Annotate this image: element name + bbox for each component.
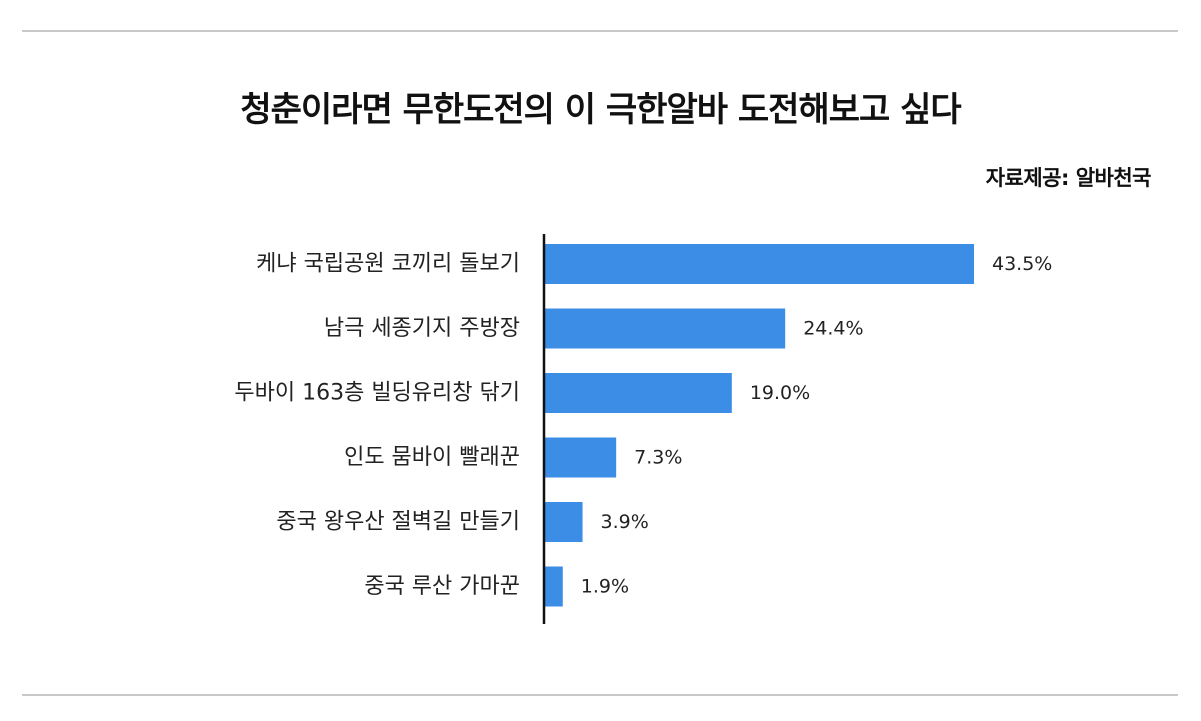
bar-4	[544, 437, 617, 478]
value-label-1: 43.5%	[992, 253, 1052, 275]
category-label-4: 인도 뭄바이 빨래꾼	[344, 445, 520, 470]
value-label-2: 24.4%	[803, 318, 863, 340]
category-label-3: 두바이 163층 빌딩유리창 닦기	[234, 381, 520, 406]
value-label-3: 19.0%	[750, 382, 810, 404]
category-label-5: 중국 왕우산 절벽길 만들기	[276, 510, 520, 535]
bar-3	[544, 373, 732, 413]
top-divider	[22, 30, 1178, 32]
category-label-1: 케냐 국립공원 코끼리 돌보기	[256, 252, 520, 277]
bottom-divider	[22, 694, 1178, 696]
bars-layer: 케냐 국립공원 코끼리 돌보기 43.5% 남극 세종기지 주방장 24.4% 두바이 …	[234, 244, 1052, 607]
value-label-4: 7.3%	[634, 447, 682, 469]
bar-2	[544, 308, 786, 349]
bar-6	[544, 566, 563, 607]
source-credit: 자료제공: 알바천국	[985, 166, 1152, 190]
category-label-2: 남극 세종기지 주방장	[324, 316, 520, 341]
value-label-6: 1.9%	[581, 576, 629, 598]
value-label-5: 3.9%	[601, 511, 649, 533]
category-label-6: 중국 루산 가마꾼	[364, 574, 520, 599]
bar-1	[544, 244, 974, 284]
bar-5	[544, 502, 583, 542]
chart-title: 청춘이라면 무한도전의 이 극한알바 도전해보고 싶다	[240, 90, 961, 130]
